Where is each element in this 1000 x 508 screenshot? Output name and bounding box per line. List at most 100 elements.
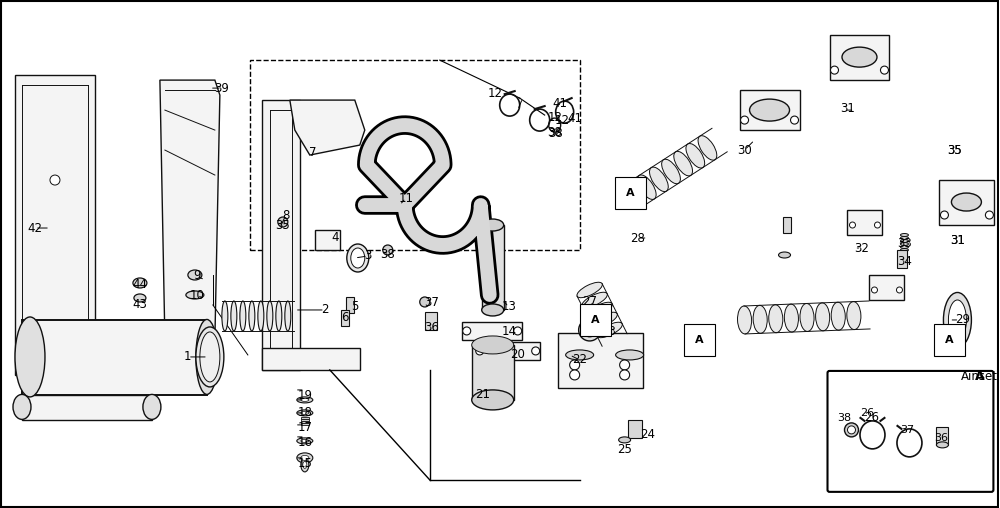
Ellipse shape xyxy=(566,350,594,360)
Circle shape xyxy=(620,370,630,380)
Ellipse shape xyxy=(936,442,948,448)
Ellipse shape xyxy=(240,301,246,331)
Text: 38: 38 xyxy=(380,248,395,262)
Ellipse shape xyxy=(948,300,966,340)
Text: 37: 37 xyxy=(424,297,439,309)
Ellipse shape xyxy=(637,175,656,200)
FancyBboxPatch shape xyxy=(828,371,993,492)
Ellipse shape xyxy=(847,302,861,330)
Ellipse shape xyxy=(577,282,602,298)
Ellipse shape xyxy=(303,461,307,468)
Text: 42: 42 xyxy=(27,221,42,235)
Circle shape xyxy=(985,211,993,219)
Ellipse shape xyxy=(579,319,601,341)
Circle shape xyxy=(940,211,948,219)
Polygon shape xyxy=(160,80,220,340)
Text: 9: 9 xyxy=(193,269,201,282)
Ellipse shape xyxy=(200,332,220,382)
Circle shape xyxy=(463,327,471,335)
Text: 26: 26 xyxy=(864,411,879,424)
Text: 36: 36 xyxy=(934,433,948,443)
Text: 43: 43 xyxy=(132,299,147,311)
Ellipse shape xyxy=(222,301,228,331)
Ellipse shape xyxy=(301,458,309,472)
Ellipse shape xyxy=(297,397,313,403)
Ellipse shape xyxy=(650,167,668,192)
Circle shape xyxy=(880,66,888,74)
Ellipse shape xyxy=(831,302,845,330)
Bar xyxy=(869,275,904,300)
Text: 10: 10 xyxy=(189,290,204,302)
Ellipse shape xyxy=(186,291,204,299)
Ellipse shape xyxy=(249,301,255,331)
Ellipse shape xyxy=(847,426,855,434)
Text: A: A xyxy=(591,315,600,325)
Bar xyxy=(939,180,994,225)
Text: 5: 5 xyxy=(351,300,358,313)
Circle shape xyxy=(570,360,580,370)
Ellipse shape xyxy=(13,394,31,420)
Bar xyxy=(558,333,643,388)
Circle shape xyxy=(874,222,880,228)
Text: 23: 23 xyxy=(601,326,616,338)
Ellipse shape xyxy=(900,248,908,251)
Text: 12: 12 xyxy=(548,111,563,123)
Ellipse shape xyxy=(583,323,597,337)
Text: 22: 22 xyxy=(572,354,587,366)
Text: 38: 38 xyxy=(548,126,563,140)
Text: 3: 3 xyxy=(364,249,371,263)
Text: A: A xyxy=(695,335,704,345)
Ellipse shape xyxy=(784,304,798,332)
Ellipse shape xyxy=(278,217,288,227)
Circle shape xyxy=(871,287,877,293)
Bar xyxy=(897,250,907,268)
Text: 39: 39 xyxy=(214,82,229,94)
Text: 41: 41 xyxy=(552,97,567,110)
Bar xyxy=(250,60,580,250)
Ellipse shape xyxy=(482,219,504,231)
Ellipse shape xyxy=(301,398,309,401)
Text: 20: 20 xyxy=(510,348,525,361)
Circle shape xyxy=(849,222,855,228)
Ellipse shape xyxy=(844,423,858,437)
Ellipse shape xyxy=(143,394,161,420)
Text: 35: 35 xyxy=(947,144,962,156)
Ellipse shape xyxy=(134,294,146,302)
Ellipse shape xyxy=(383,245,393,255)
Text: 26: 26 xyxy=(860,408,875,418)
Text: 1: 1 xyxy=(184,351,192,363)
Bar xyxy=(22,320,207,395)
Ellipse shape xyxy=(943,293,971,347)
Ellipse shape xyxy=(800,303,814,331)
Text: 44: 44 xyxy=(132,278,147,292)
Bar xyxy=(301,419,309,421)
Text: 28: 28 xyxy=(630,232,645,244)
Ellipse shape xyxy=(619,437,631,443)
Circle shape xyxy=(514,327,522,335)
Bar xyxy=(628,420,642,438)
Text: 32: 32 xyxy=(854,241,869,255)
Text: A: A xyxy=(975,370,984,384)
Ellipse shape xyxy=(472,336,514,354)
Ellipse shape xyxy=(900,237,908,239)
Circle shape xyxy=(476,347,484,355)
Ellipse shape xyxy=(625,183,644,207)
Text: 31: 31 xyxy=(950,234,965,246)
Polygon shape xyxy=(15,75,95,375)
Ellipse shape xyxy=(592,312,617,328)
Ellipse shape xyxy=(482,304,504,316)
Text: 18: 18 xyxy=(297,406,312,420)
Text: 41: 41 xyxy=(567,112,582,124)
Text: 15: 15 xyxy=(297,457,312,470)
Ellipse shape xyxy=(779,252,791,258)
Text: 7: 7 xyxy=(309,146,317,158)
Ellipse shape xyxy=(686,143,705,168)
Ellipse shape xyxy=(587,302,612,318)
Text: 38: 38 xyxy=(547,125,562,139)
Ellipse shape xyxy=(267,301,273,331)
Ellipse shape xyxy=(842,47,877,67)
Ellipse shape xyxy=(597,322,622,338)
Text: 8: 8 xyxy=(282,208,290,221)
Text: 35: 35 xyxy=(275,218,290,232)
Bar xyxy=(22,395,152,420)
